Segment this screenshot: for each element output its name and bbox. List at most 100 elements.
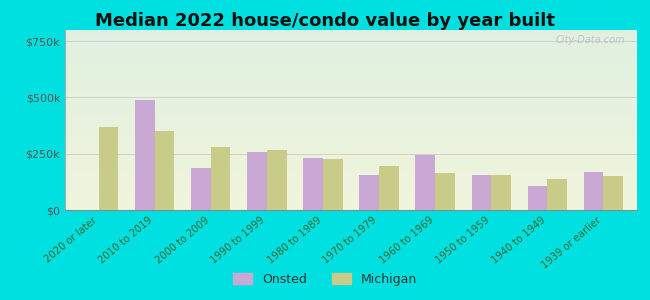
Bar bbox=[65, 152, 637, 153]
Bar bbox=[65, 90, 637, 91]
Bar bbox=[65, 169, 637, 170]
Bar bbox=[65, 53, 637, 54]
Bar bbox=[471, 175, 491, 210]
Bar bbox=[65, 54, 637, 55]
Bar bbox=[65, 165, 637, 166]
Bar bbox=[65, 56, 637, 57]
Bar bbox=[65, 198, 637, 199]
Bar bbox=[65, 153, 637, 154]
Bar bbox=[65, 32, 637, 33]
Bar bbox=[603, 176, 623, 210]
Text: Median 2022 house/condo value by year built: Median 2022 house/condo value by year bu… bbox=[95, 12, 555, 30]
Bar bbox=[65, 119, 637, 120]
Bar bbox=[65, 106, 637, 107]
Bar bbox=[65, 161, 637, 162]
Bar bbox=[65, 100, 637, 101]
Bar bbox=[65, 193, 637, 194]
Bar bbox=[65, 107, 637, 108]
Bar bbox=[65, 132, 637, 133]
Bar bbox=[65, 60, 637, 61]
Bar bbox=[65, 173, 637, 174]
Bar bbox=[65, 139, 637, 140]
Bar bbox=[65, 41, 637, 42]
Bar bbox=[65, 185, 637, 186]
Bar bbox=[65, 105, 637, 106]
Bar bbox=[304, 158, 323, 210]
Bar bbox=[65, 154, 637, 155]
Bar bbox=[65, 108, 637, 109]
Bar bbox=[65, 94, 637, 95]
Bar bbox=[65, 122, 637, 123]
Bar bbox=[65, 140, 637, 141]
Bar bbox=[65, 114, 637, 115]
Bar bbox=[65, 191, 637, 192]
Bar bbox=[65, 76, 637, 77]
Bar bbox=[65, 81, 637, 82]
Bar bbox=[65, 199, 637, 200]
Bar bbox=[65, 97, 637, 98]
Bar bbox=[415, 155, 435, 210]
Bar bbox=[65, 137, 637, 138]
Bar bbox=[65, 86, 637, 87]
Bar bbox=[65, 168, 637, 169]
Bar bbox=[65, 131, 637, 132]
Bar bbox=[65, 179, 637, 180]
Bar bbox=[65, 57, 637, 58]
Bar bbox=[65, 117, 637, 118]
Bar bbox=[65, 112, 637, 113]
Bar bbox=[65, 61, 637, 62]
Bar bbox=[65, 101, 637, 102]
Bar bbox=[65, 34, 637, 35]
Bar bbox=[65, 180, 637, 181]
Legend: Onsted, Michigan: Onsted, Michigan bbox=[228, 268, 422, 291]
Bar bbox=[65, 163, 637, 164]
Bar bbox=[65, 188, 637, 189]
Bar bbox=[65, 166, 637, 167]
Bar bbox=[528, 186, 547, 210]
Bar bbox=[65, 149, 637, 150]
Bar bbox=[65, 88, 637, 89]
Bar bbox=[65, 181, 637, 182]
Bar bbox=[65, 52, 637, 53]
Bar bbox=[65, 113, 637, 114]
Bar bbox=[65, 205, 637, 206]
Bar bbox=[65, 138, 637, 139]
Bar bbox=[65, 64, 637, 65]
Bar bbox=[65, 44, 637, 45]
Bar bbox=[65, 71, 637, 72]
Bar bbox=[65, 130, 637, 131]
Bar bbox=[65, 75, 637, 76]
Bar bbox=[65, 38, 637, 39]
Bar bbox=[65, 145, 637, 146]
Bar bbox=[65, 50, 637, 51]
Bar bbox=[65, 63, 637, 64]
Bar bbox=[65, 73, 637, 74]
Bar bbox=[65, 84, 637, 85]
Bar bbox=[65, 59, 637, 60]
Bar bbox=[379, 166, 398, 210]
Bar bbox=[65, 42, 637, 43]
Bar bbox=[65, 121, 637, 122]
Bar bbox=[65, 178, 637, 179]
Bar bbox=[65, 174, 637, 175]
Bar bbox=[65, 66, 637, 67]
Bar bbox=[65, 37, 637, 38]
Bar bbox=[65, 82, 637, 83]
Bar bbox=[65, 159, 637, 160]
Bar bbox=[65, 186, 637, 187]
Bar bbox=[65, 182, 637, 183]
Bar bbox=[65, 30, 637, 31]
Bar bbox=[65, 158, 637, 159]
Bar bbox=[65, 31, 637, 32]
Bar bbox=[65, 47, 637, 48]
Bar bbox=[65, 202, 637, 203]
Bar bbox=[65, 74, 637, 75]
Bar bbox=[247, 152, 267, 210]
Bar bbox=[65, 207, 637, 208]
Bar bbox=[65, 62, 637, 63]
Bar bbox=[65, 196, 637, 197]
Bar bbox=[65, 169, 637, 170]
Bar bbox=[65, 67, 637, 68]
Bar bbox=[65, 40, 637, 41]
Bar bbox=[211, 147, 231, 210]
